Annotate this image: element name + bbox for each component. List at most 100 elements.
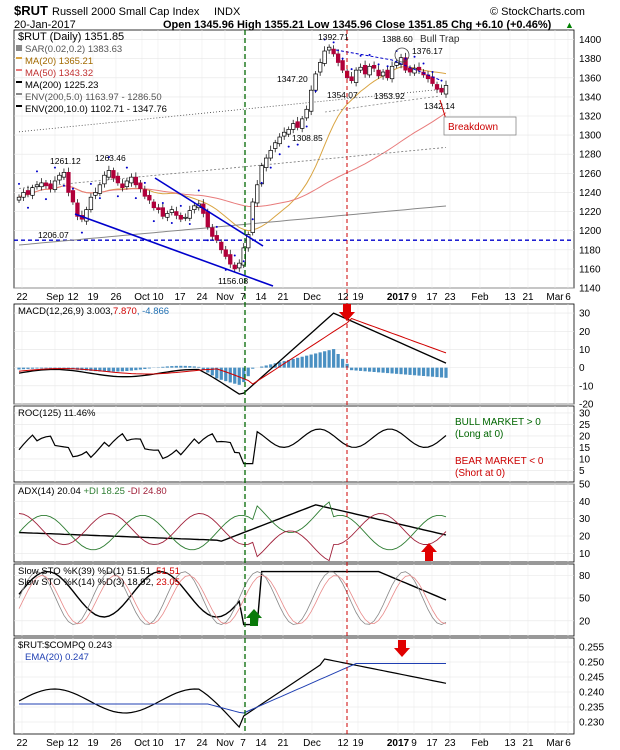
candle-body	[326, 46, 332, 51]
candle-body	[340, 60, 345, 71]
roc-tick-label: 30	[579, 408, 591, 419]
sto-up-arrow-icon	[246, 609, 262, 626]
ratio-tick-label: 0.255	[579, 643, 604, 654]
x-label-bottom: 9	[411, 738, 417, 749]
ohlc-summary: Open 1345.96 High 1355.21 Low 1345.96 Cl…	[163, 19, 552, 31]
candle-body	[286, 129, 291, 135]
sar-dot	[62, 184, 65, 187]
macd-hist-bar	[412, 367, 417, 376]
ann-1347: 1347.20	[277, 74, 308, 84]
candle-body	[187, 210, 192, 219]
sar-dot	[332, 41, 335, 44]
macd-tick-label: 0	[579, 363, 585, 374]
candle-body	[407, 67, 413, 73]
price-tick-label: 1240	[579, 188, 602, 199]
x-label-top: Mar	[546, 292, 564, 303]
ratio-tick-label: 0.245	[579, 673, 604, 684]
candle-body	[223, 249, 228, 257]
x-label-bottom: Feb	[471, 738, 489, 749]
adx-up-arrow-icon	[421, 543, 437, 561]
macd-hist-bar	[138, 367, 142, 370]
candle-body	[120, 183, 125, 189]
ratio-tick-label: 0.250	[579, 658, 604, 669]
roc-bear: BEAR MARKET < 0	[455, 456, 544, 467]
macd-hist-bar	[435, 367, 439, 378]
candle-body	[349, 76, 354, 81]
candle-body	[43, 182, 49, 187]
candle-body	[273, 142, 278, 149]
sar-dot	[206, 239, 209, 242]
macd-label: MACD(12,26,9) 3.003,7.870, -4.866	[18, 306, 169, 317]
macd-hist-bar	[359, 367, 363, 371]
sar-dot	[18, 182, 20, 185]
price-tick-label: 1160	[579, 264, 601, 275]
sar-dot	[125, 166, 128, 169]
candle-body	[259, 165, 264, 185]
price-tick-label: 1300	[579, 131, 602, 142]
x-label-top: 24	[196, 292, 208, 303]
macd-hist-bar	[120, 367, 124, 372]
legend-env5: ENV(200,5.0) 1163.97 - 1286.50	[25, 92, 162, 103]
sar-dot	[26, 206, 29, 209]
candle-body	[389, 65, 395, 80]
macd-hist-bar	[125, 367, 129, 372]
x-label-bottom: 19	[87, 738, 99, 749]
sar-dot	[197, 189, 200, 192]
up-triangle-icon: ▲	[565, 20, 574, 30]
env5-upper-line	[18, 147, 447, 189]
adx-label: ADX(14) 20.04 +DI 18.25 -DI 24.80	[18, 486, 167, 497]
candle-body	[385, 69, 390, 79]
candle-body	[282, 131, 287, 137]
sto14-k-line	[18, 571, 447, 626]
sar-dot	[323, 38, 326, 41]
macd-hist-bar	[17, 367, 21, 370]
ma50-line	[18, 112, 447, 207]
sar-dot	[287, 145, 290, 148]
price-tick-label: 1260	[579, 169, 602, 180]
candle-body	[353, 69, 359, 83]
x-label-top: 19	[87, 292, 99, 303]
legend-sar: SAR(0.02,0.2) 1383.63	[25, 44, 122, 55]
ann-1156: 1156.08	[218, 276, 248, 286]
candle-body	[371, 65, 377, 69]
price-tick-label: 1200	[579, 226, 602, 237]
candle-body	[183, 216, 188, 219]
candle-body	[48, 183, 53, 189]
macd-hist-bar	[314, 353, 318, 368]
x-label-bottom: Mar	[546, 738, 564, 749]
legend-env10: ENV(200,10.0) 1102.71 - 1347.76	[25, 104, 167, 115]
bull-trap-trendline	[335, 49, 441, 81]
price-tick-label: 1280	[579, 150, 602, 161]
adx-tick-label: 50	[579, 480, 591, 491]
candle-body	[102, 174, 107, 185]
sar-dot	[179, 204, 182, 207]
macd-tick-label: 10	[579, 345, 591, 356]
plus-di-line	[18, 501, 447, 551]
x-label-bottom: 2017	[387, 738, 410, 749]
macd-hist-bar	[394, 367, 399, 374]
sar-dot	[386, 65, 389, 68]
sto-label-2: Slow STO %K(14) %D(3) 18.92, 23.05	[18, 577, 180, 588]
macd-hist-bar	[426, 367, 430, 377]
macd-hist-bar	[129, 367, 133, 371]
macd-hist-bar	[35, 367, 39, 369]
sar-dot	[170, 222, 173, 225]
macd-hist-bar	[228, 367, 232, 383]
ratio-label: $RUT:$COMPQ 0.243	[18, 640, 112, 651]
candle-body	[214, 235, 219, 241]
sar-dot	[260, 181, 263, 184]
x-label-top: Nov	[216, 292, 234, 303]
ann-1392: 1392.71	[318, 32, 349, 42]
roc-line	[18, 428, 447, 465]
macd-hist-bar	[444, 367, 448, 378]
env10-upper-line	[18, 88, 447, 133]
candle-body	[317, 62, 323, 73]
candle-body	[84, 209, 89, 222]
sar-dot	[368, 53, 371, 56]
macd-hist-bar	[161, 366, 165, 368]
macd-hist-bar	[197, 366, 201, 368]
x-label-bottom: 22	[16, 738, 28, 749]
macd-hist-bar	[350, 367, 354, 371]
sto39-line	[18, 570, 447, 626]
candle-body	[277, 136, 282, 145]
